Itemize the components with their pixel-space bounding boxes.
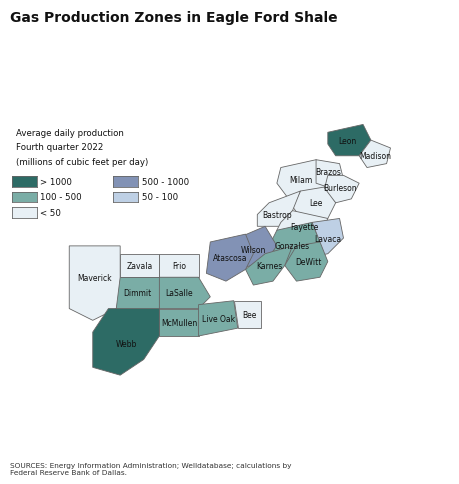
Polygon shape <box>327 125 370 156</box>
Polygon shape <box>206 235 253 282</box>
Text: Maverick: Maverick <box>77 273 112 282</box>
Polygon shape <box>116 278 159 309</box>
Polygon shape <box>292 188 335 223</box>
Polygon shape <box>159 309 198 336</box>
Text: Live Oak: Live Oak <box>201 314 234 323</box>
Polygon shape <box>315 160 343 188</box>
Polygon shape <box>93 309 159 376</box>
Text: Fourth quarter 2022: Fourth quarter 2022 <box>16 143 103 152</box>
Text: SOURCES: Energy Information Administration; Welldatabase; calculations by
Federa: SOURCES: Energy Information Administrati… <box>10 462 291 475</box>
Text: Dimmit: Dimmit <box>123 289 151 298</box>
Polygon shape <box>237 227 276 270</box>
Text: Bastrop: Bastrop <box>262 211 291 220</box>
Text: Atascosa: Atascosa <box>212 254 246 263</box>
Polygon shape <box>159 254 198 278</box>
Polygon shape <box>276 211 327 242</box>
Text: 50 - 100: 50 - 100 <box>141 193 178 202</box>
Polygon shape <box>120 254 159 278</box>
Text: Zavala: Zavala <box>126 261 152 271</box>
Text: Webb: Webb <box>115 340 136 348</box>
Text: McMullen: McMullen <box>161 318 196 327</box>
Polygon shape <box>323 176 358 203</box>
Polygon shape <box>69 246 120 321</box>
Text: Leon: Leon <box>337 136 356 145</box>
Text: > 1000: > 1000 <box>40 178 72 186</box>
Polygon shape <box>198 301 237 336</box>
Text: Karnes: Karnes <box>255 261 281 271</box>
Polygon shape <box>245 246 292 286</box>
Text: Brazos: Brazos <box>314 167 340 177</box>
Text: DeWitt: DeWitt <box>294 257 321 267</box>
Polygon shape <box>269 223 319 262</box>
Text: Gas Production Zones in Eagle Ford Shale: Gas Production Zones in Eagle Ford Shale <box>10 11 337 25</box>
Text: Fayette: Fayette <box>290 222 318 231</box>
Text: (millions of cubic feet per day): (millions of cubic feet per day) <box>16 157 148 166</box>
Text: 100 - 500: 100 - 500 <box>40 193 82 202</box>
Text: Burleson: Burleson <box>322 183 356 192</box>
Text: Madison: Madison <box>358 152 390 161</box>
Text: 500 - 1000: 500 - 1000 <box>141 178 188 186</box>
Text: Milam: Milam <box>288 175 311 184</box>
Text: Frio: Frio <box>172 261 185 271</box>
Text: Gonzales: Gonzales <box>274 242 309 251</box>
Polygon shape <box>233 301 261 329</box>
Text: Lavaca: Lavaca <box>313 234 341 243</box>
Text: Wilson: Wilson <box>240 246 265 255</box>
Polygon shape <box>276 160 327 199</box>
Polygon shape <box>257 192 300 227</box>
Polygon shape <box>159 278 210 309</box>
Text: Lee: Lee <box>309 199 322 208</box>
Polygon shape <box>358 141 390 168</box>
Text: < 50: < 50 <box>40 209 61 217</box>
Polygon shape <box>284 242 327 282</box>
Polygon shape <box>308 219 343 258</box>
Text: Bee: Bee <box>242 310 256 319</box>
Text: Average daily production: Average daily production <box>16 128 124 137</box>
Text: LaSalle: LaSalle <box>165 289 192 298</box>
